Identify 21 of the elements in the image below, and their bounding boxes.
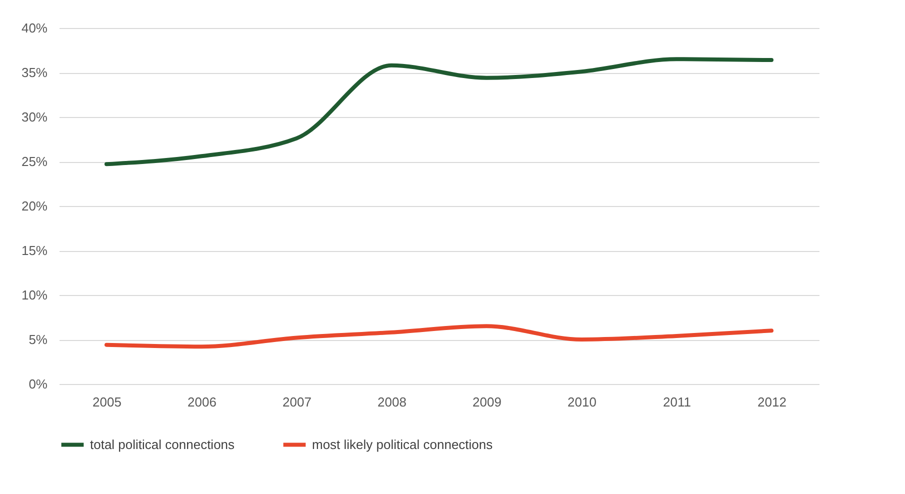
x-tick-label: 2005 bbox=[92, 394, 122, 410]
y-tick-label: 25% bbox=[21, 154, 48, 169]
y-tick-label: 40% bbox=[21, 20, 48, 36]
x-tick-label: 2007 bbox=[282, 394, 312, 410]
x-tick-label: 2010 bbox=[568, 394, 596, 410]
y-tick-label: 15% bbox=[21, 243, 48, 258]
x-tick-label: 2011 bbox=[663, 394, 691, 410]
line-series bbox=[104, 57, 774, 166]
x-tick-label: 2012 bbox=[758, 394, 786, 410]
y-tick-label: 20% bbox=[21, 198, 48, 214]
line-series bbox=[104, 324, 774, 349]
x-tick-label: 2009 bbox=[472, 394, 502, 410]
y-tick-label: 0% bbox=[28, 376, 48, 392]
legend-label: total political connections bbox=[90, 436, 236, 452]
x-tick-label: 2006 bbox=[188, 394, 216, 410]
y-tick-label: 5% bbox=[28, 332, 48, 347]
y-tick-label: 35% bbox=[21, 65, 48, 80]
legend-label: most likely political connections bbox=[312, 436, 494, 452]
y-tick-label: 30% bbox=[21, 110, 48, 124]
y-tick-label: 10% bbox=[21, 288, 48, 302]
x-tick-label: 2008 bbox=[378, 394, 406, 410]
